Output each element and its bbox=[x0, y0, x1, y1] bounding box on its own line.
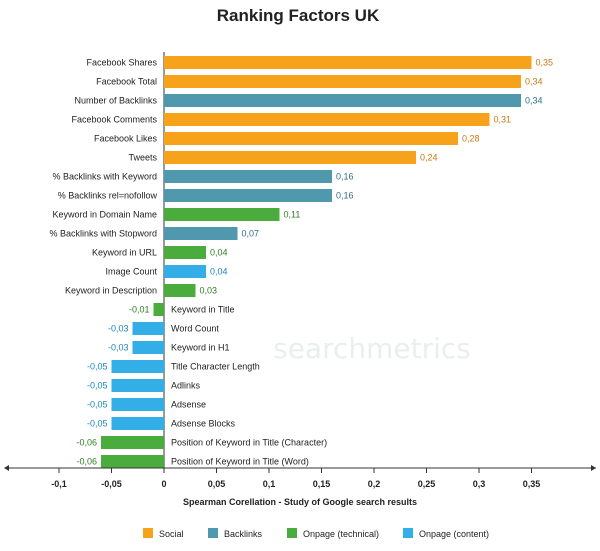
legend-swatch-technical bbox=[287, 528, 297, 538]
category-label: Position of Keyword in Title (Word) bbox=[171, 457, 309, 467]
value-label: 0,24 bbox=[420, 153, 438, 163]
category-label: Number of Backlinks bbox=[74, 96, 157, 106]
bar bbox=[164, 189, 332, 202]
x-tick-label: 0 bbox=[161, 479, 166, 489]
value-label: -0,06 bbox=[76, 457, 97, 467]
value-label: 0,04 bbox=[210, 267, 228, 277]
bar bbox=[132, 322, 164, 335]
value-label: 0,16 bbox=[336, 172, 354, 182]
value-label: 0,34 bbox=[525, 96, 543, 106]
x-tick-label: 0,2 bbox=[368, 479, 381, 489]
bar bbox=[132, 341, 164, 354]
value-label: -0,05 bbox=[87, 381, 108, 391]
value-label: -0,05 bbox=[87, 419, 108, 429]
legend-swatch-social bbox=[143, 528, 153, 538]
legend-label-social: Social bbox=[159, 529, 184, 539]
legend-swatch-backlinks bbox=[208, 528, 218, 538]
bar bbox=[164, 208, 280, 221]
x-tick-label: -0,1 bbox=[51, 479, 67, 489]
bar bbox=[164, 246, 206, 259]
category-label: Adsense bbox=[171, 400, 206, 410]
value-label: 0,04 bbox=[210, 248, 228, 258]
bar bbox=[111, 379, 164, 392]
bars-layer: Facebook Shares 0,35 Facebook Total 0,34 Num… bbox=[49, 52, 553, 468]
legend-label-content: Onpage (content) bbox=[419, 529, 489, 539]
legend: Social Backlinks Onpage (technical) Onpage … bbox=[143, 528, 489, 539]
bar bbox=[164, 75, 521, 88]
category-label: Adlinks bbox=[171, 381, 201, 391]
value-label: 0,31 bbox=[494, 115, 512, 125]
category-label: Adsense Blocks bbox=[171, 419, 236, 429]
value-label: 0,07 bbox=[242, 229, 260, 239]
category-label: % Backlinks with Stopword bbox=[49, 229, 157, 239]
category-label: Title Character Length bbox=[171, 362, 260, 372]
bar bbox=[111, 360, 164, 373]
value-label: 0,16 bbox=[336, 191, 354, 201]
value-label: 0,03 bbox=[200, 286, 218, 296]
value-label: -0,05 bbox=[87, 400, 108, 410]
category-label: % Backlinks with Keyword bbox=[52, 172, 157, 182]
category-label: Facebook Likes bbox=[94, 134, 158, 144]
category-label: Tweets bbox=[128, 153, 157, 163]
axis-arrow-left bbox=[4, 465, 9, 471]
x-tick-label: 0,3 bbox=[473, 479, 486, 489]
bar bbox=[153, 303, 164, 316]
value-label: -0,03 bbox=[108, 324, 129, 334]
category-label: Keyword in Description bbox=[65, 286, 157, 296]
bar bbox=[164, 227, 238, 240]
category-label: Keyword in H1 bbox=[171, 343, 230, 353]
x-axis-ticks: -0,1 -0,05 0 0,05 0,1 0,15 0,2 0,25 0,3 0,35 bbox=[4, 465, 596, 489]
x-tick-label: 0,15 bbox=[313, 479, 331, 489]
value-label: -0,05 bbox=[87, 362, 108, 372]
bar bbox=[164, 113, 490, 126]
category-label: Keyword in Title bbox=[171, 305, 235, 315]
x-axis-label: Spearman Corellation - Study of Google s… bbox=[183, 497, 417, 507]
x-tick-label: 0,25 bbox=[418, 479, 436, 489]
bar bbox=[164, 265, 206, 278]
legend-swatch-content bbox=[403, 528, 413, 538]
legend-label-technical: Onpage (technical) bbox=[303, 529, 379, 539]
category-label: Facebook Total bbox=[96, 77, 157, 87]
bar bbox=[164, 132, 458, 145]
bar bbox=[111, 417, 164, 430]
legend-label-backlinks: Backlinks bbox=[224, 529, 263, 539]
bar bbox=[164, 94, 521, 107]
category-label: Facebook Shares bbox=[86, 58, 157, 68]
category-label: Word Count bbox=[171, 324, 219, 334]
bar bbox=[164, 151, 416, 164]
watermark: searchmetrics bbox=[273, 332, 471, 365]
chart-title: Ranking Factors UK bbox=[217, 6, 380, 25]
value-label: 0,11 bbox=[284, 210, 301, 220]
bar bbox=[101, 436, 164, 449]
value-label: 0,35 bbox=[536, 58, 554, 68]
x-tick-label: 0,05 bbox=[208, 479, 226, 489]
bar bbox=[164, 170, 332, 183]
bar bbox=[101, 455, 164, 468]
category-label: Keyword in Domain Name bbox=[52, 210, 157, 220]
value-label: -0,06 bbox=[76, 438, 97, 448]
x-tick-label: 0,1 bbox=[263, 479, 276, 489]
x-tick-label: 0,35 bbox=[523, 479, 541, 489]
category-label: Keyword in URL bbox=[92, 248, 157, 258]
category-label: Image Count bbox=[105, 267, 157, 277]
value-label: -0,03 bbox=[108, 343, 129, 353]
bar bbox=[111, 398, 164, 411]
category-label: % Backlinks rel=nofollow bbox=[58, 191, 158, 201]
value-label: -0,01 bbox=[129, 305, 150, 315]
value-label: 0,28 bbox=[462, 134, 480, 144]
bar bbox=[164, 56, 532, 69]
bar bbox=[164, 284, 196, 297]
x-tick-label: -0,05 bbox=[101, 479, 122, 489]
axis-arrow-right bbox=[591, 465, 596, 471]
value-label: 0,34 bbox=[525, 77, 543, 87]
category-label: Position of Keyword in Title (Character) bbox=[171, 438, 327, 448]
category-label: Facebook Comments bbox=[71, 115, 157, 125]
